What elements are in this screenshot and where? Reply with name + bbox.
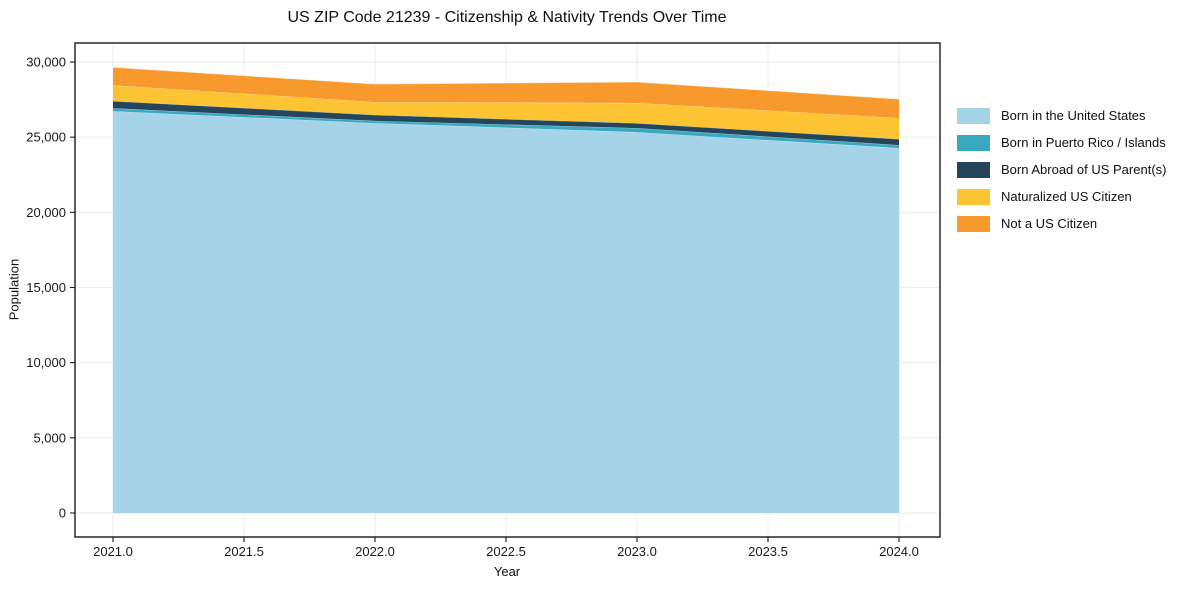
x-tick-label: 2021.5 <box>224 544 264 559</box>
x-tick-label: 2021.0 <box>93 544 133 559</box>
legend-swatch-icon <box>957 188 990 205</box>
legend-label: Naturalized US Citizen <box>1001 189 1132 204</box>
chart-title: US ZIP Code 21239 - Citizenship & Nativi… <box>287 9 727 26</box>
area-band-4 <box>113 67 899 119</box>
area-band-3 <box>113 85 899 140</box>
legend-item-3: Naturalized US Citizen <box>957 188 1166 205</box>
y-tick-label: 15,000 <box>26 280 66 295</box>
legend-item-2: Born Abroad of US Parent(s) <box>957 161 1166 178</box>
area-band-1 <box>113 108 899 149</box>
legend-label: Not a US Citizen <box>1001 216 1098 231</box>
legend-item-0: Born in the United States <box>957 107 1166 124</box>
legend-label: Born Abroad of US Parent(s) <box>1001 162 1167 177</box>
legend-item-1: Born in Puerto Rico / Islands <box>957 134 1166 151</box>
x-tick-label: 2022.5 <box>486 544 526 559</box>
area-band-2 <box>113 101 899 146</box>
legend-swatch-icon <box>957 161 990 178</box>
y-tick-label: 0 <box>59 506 66 521</box>
x-axis-label: Year <box>493 564 521 579</box>
x-tick-label: 2024.0 <box>879 544 919 559</box>
area-band-edge-4 <box>112 66 900 100</box>
x-tick-label: 2022.0 <box>355 544 395 559</box>
legend-label: Born in Puerto Rico / Islands <box>1001 135 1166 150</box>
x-tick-label: 2023.5 <box>748 544 788 559</box>
legend-swatch-icon <box>957 107 990 124</box>
legend-swatch-icon <box>957 215 990 232</box>
y-tick-label: 10,000 <box>26 355 66 370</box>
plot-border <box>74 42 941 538</box>
legend-label: Born in the United States <box>1001 108 1146 123</box>
x-tick-label: 2023.0 <box>617 544 657 559</box>
y-tick-label: 20,000 <box>26 205 66 220</box>
legend-item-4: Not a US Citizen <box>957 215 1166 232</box>
y-tick-label: 30,000 <box>26 55 66 70</box>
y-tick-label: 25,000 <box>26 130 66 145</box>
legend: Born in the United States Born in Puerto … <box>957 107 1166 232</box>
y-tick-label: 5,000 <box>33 430 66 445</box>
legend-swatch-icon <box>957 134 990 151</box>
area-band-0 <box>113 111 899 513</box>
